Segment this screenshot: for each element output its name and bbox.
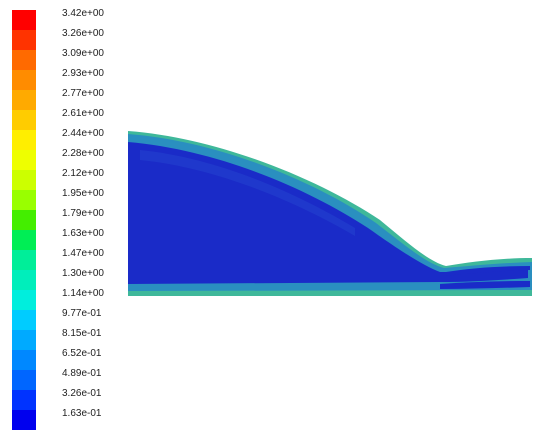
colorbar-swatch [12,290,36,310]
colorbar-swatch [12,50,36,70]
colorbar-swatch [12,90,36,110]
colorbar-tick-label: 2.12e+00 [62,168,104,179]
colorbar-tick-label: 3.26e-01 [62,388,102,399]
colorbar-tick-label: 3.26e+00 [62,28,104,39]
colorbar-tick-label: 2.77e+00 [62,88,104,99]
colorbar-swatch [12,130,36,150]
colorbar-tick-label: 2.44e+00 [62,128,104,139]
colorbar-tick-label: 1.30e+00 [62,268,104,279]
colorbar-swatch [12,170,36,190]
colorbar-tick-label: 2.93e+00 [62,68,104,79]
colorbar-swatch [12,330,36,350]
colorbar-tick-label: 6.52e-01 [62,348,102,359]
outlet-streak-upper [446,266,530,276]
colorbar-swatch [12,250,36,270]
colorbar-tick-label: 9.77e-01 [62,308,102,319]
colorbar-swatch [12,350,36,370]
colorbar-tick-label: 3.09e+00 [62,48,104,59]
colorbar-swatch [12,30,36,50]
colorbar-tick-label: 3.42e+00 [62,8,104,19]
colorbar-swatch [12,230,36,250]
colorbar-swatch [12,390,36,410]
colorbar-swatch [12,70,36,90]
colorbar-tick-label: 1.63e+00 [62,228,104,239]
colorbar-tick-label: 1.63e-01 [62,408,102,419]
colorbar-legend: 3.42e+00 3.26e+00 3.09e+00 2.93e+00 2.77e+00… [0,0,130,430]
colorbar-swatch [12,270,36,290]
colorbar-tick-label: 1.14e+00 [62,288,104,299]
colorbar-swatch [12,10,36,30]
outlet-streak-lower [440,281,530,289]
colorbar-swatch [12,190,36,210]
colorbar-tick-label: 4.89e-01 [62,368,102,379]
base-line [128,293,532,296]
interior-band [140,150,355,236]
colorbar-swatch [12,150,36,170]
colorbar-tick-label: 2.28e+00 [62,148,104,159]
colorbar-tick-label: 2.61e+00 [62,108,104,119]
domain-core-field [128,142,528,284]
colorbar-swatch [12,370,36,390]
colorbar-swatch [12,210,36,230]
colorbar-tick-label: 1.79e+00 [62,208,104,219]
colorbar-tick-label: 8.15e-01 [62,328,102,339]
colorbar-swatch [12,110,36,130]
colorbar-tick-label: 1.47e+00 [62,248,104,259]
colorbar-tick-label: 1.95e+00 [62,188,104,199]
colorbar-swatch [12,310,36,330]
